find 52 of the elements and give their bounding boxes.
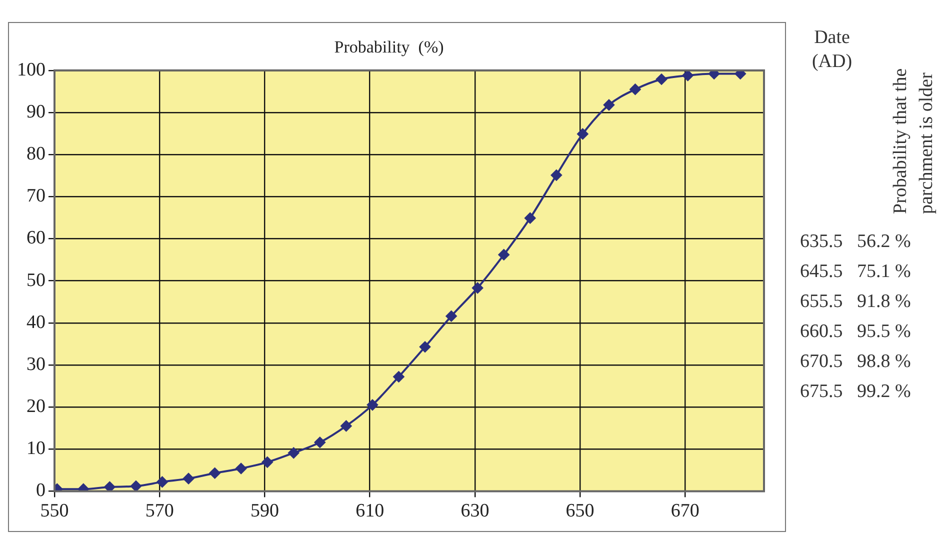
point bbox=[734, 70, 746, 80]
point bbox=[524, 212, 536, 224]
x-tick-label: 630 bbox=[460, 500, 490, 522]
x-tick-label: 670 bbox=[670, 500, 700, 522]
point bbox=[446, 310, 457, 322]
text: 655.5 91.8 % bbox=[800, 291, 911, 312]
point bbox=[577, 128, 588, 140]
chart-title: Probability (%) bbox=[334, 38, 444, 57]
point bbox=[682, 70, 694, 81]
point bbox=[156, 476, 168, 488]
y-tick-label: 40 bbox=[26, 312, 46, 333]
y-tick-label: 60 bbox=[26, 228, 46, 249]
point bbox=[236, 462, 247, 474]
point bbox=[498, 249, 510, 260]
point bbox=[550, 170, 562, 181]
x-tick-label: 650 bbox=[566, 500, 594, 522]
y-tick-label: 90 bbox=[26, 101, 46, 122]
x-tick-label: 590 bbox=[250, 500, 279, 522]
text: 675.5 99.2 % bbox=[800, 381, 911, 402]
point bbox=[472, 282, 484, 294]
point bbox=[603, 99, 614, 110]
x-tick-label: 610 bbox=[356, 500, 384, 522]
text: 645.5 75.1 % bbox=[800, 261, 911, 282]
text: Date (AD) bbox=[810, 26, 854, 74]
point bbox=[366, 399, 378, 410]
y-tick-label: 50 bbox=[26, 270, 46, 291]
y-tick-label: 0 bbox=[36, 480, 46, 502]
y-tick-label: 100 bbox=[17, 59, 46, 80]
text: 670.5 98.8 % bbox=[800, 351, 911, 372]
point bbox=[420, 341, 431, 352]
text: 635.5 56.2 % bbox=[800, 231, 911, 252]
point bbox=[393, 371, 404, 382]
text: Probability that the parchment is older bbox=[889, 67, 938, 214]
point bbox=[708, 70, 720, 80]
point bbox=[630, 84, 641, 95]
y-tick-label: 30 bbox=[26, 354, 46, 375]
point bbox=[104, 481, 116, 492]
point bbox=[340, 420, 352, 432]
point bbox=[209, 468, 220, 479]
point bbox=[314, 436, 326, 448]
y-tick-label: 70 bbox=[26, 186, 46, 207]
point bbox=[130, 480, 142, 492]
x-tick-label: 550 bbox=[40, 500, 69, 522]
x-tick-label: 570 bbox=[145, 500, 174, 522]
point bbox=[288, 447, 300, 458]
text: 660.5 95.5 % bbox=[800, 321, 911, 342]
point bbox=[262, 456, 273, 468]
y-tick-label: 10 bbox=[26, 438, 46, 460]
point bbox=[183, 473, 194, 484]
y-tick-label: 20 bbox=[26, 396, 46, 418]
y-tick-label: 80 bbox=[26, 144, 46, 165]
point bbox=[656, 74, 668, 85]
